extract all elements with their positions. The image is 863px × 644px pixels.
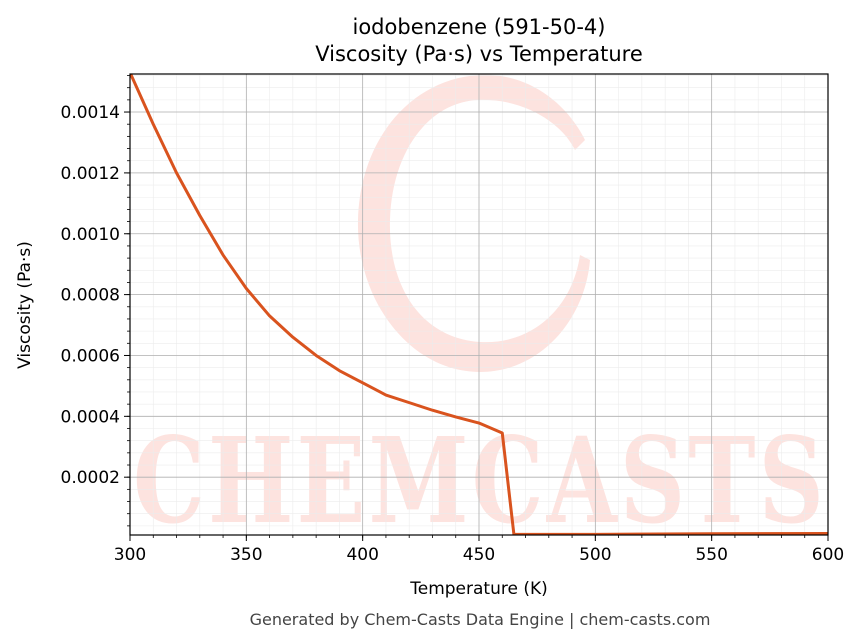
x-tick-label: 300 <box>114 545 146 565</box>
major-grid <box>129 74 829 535</box>
y-tick-label: 0.0002 <box>61 468 120 488</box>
y-tick-label: 0.0008 <box>61 286 120 306</box>
y-axis-label: Viscosity (Pa·s) <box>15 241 35 369</box>
chart-title: iodobenzene (591-50-4) <box>353 15 606 39</box>
series-layer <box>130 74 828 535</box>
y-tick-label: 0.0006 <box>61 346 120 366</box>
y-axis-ticks: 0.0002 0.0004 0.0006 0.0008 0.0010 0.0012 0.00… <box>61 75 130 527</box>
x-axis-label: Temperature (K) <box>409 579 548 599</box>
y-tick-label: 0.0010 <box>61 225 120 245</box>
x-tick-label: 500 <box>579 545 611 565</box>
viscosity-series-line <box>130 74 828 535</box>
x-tick-label: 400 <box>346 545 378 565</box>
footer-credit: Generated by Chem-Casts Data Engine | ch… <box>250 610 711 629</box>
x-tick-label: 600 <box>812 545 844 565</box>
watermark-text: CHEMCASTS <box>133 411 827 550</box>
x-tick-label: 450 <box>463 545 495 565</box>
y-tick-label: 0.0014 <box>61 103 120 123</box>
x-tick-label: 550 <box>695 545 727 565</box>
chemcasts-watermark: CHEMCASTS <box>133 74 827 550</box>
chart-subtitle: Viscosity (Pa·s) vs Temperature <box>315 42 643 66</box>
x-tick-label: 350 <box>230 545 262 565</box>
y-tick-label: 0.0012 <box>61 164 120 184</box>
x-axis-ticks: 300 350 400 450 500 550 600 <box>114 535 844 565</box>
y-tick-label: 0.0004 <box>61 407 120 427</box>
